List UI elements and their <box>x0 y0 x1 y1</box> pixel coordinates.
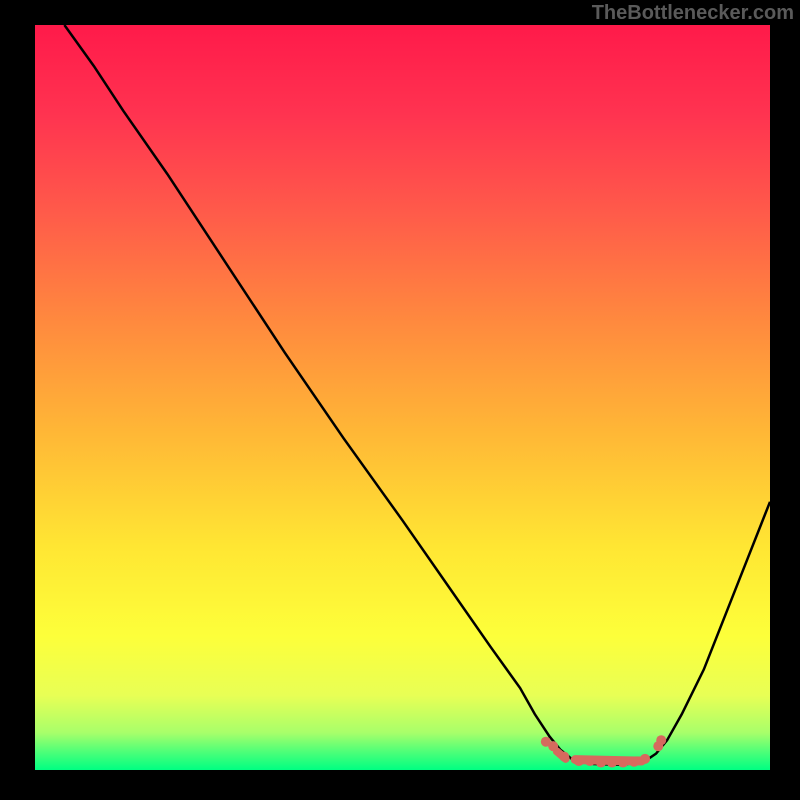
curve-overlay <box>35 25 770 770</box>
plot-area <box>35 25 770 770</box>
bottleneck-curve <box>64 25 770 765</box>
watermark-text: TheBottlenecker.com <box>592 2 794 25</box>
chart-container: TheBottlenecker.com <box>0 0 800 800</box>
